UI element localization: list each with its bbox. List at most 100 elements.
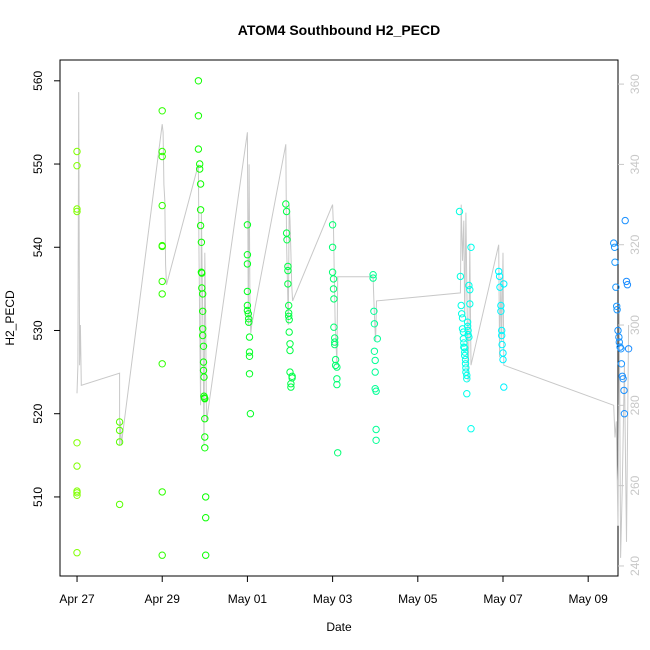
- data-point: [466, 300, 474, 308]
- data-point: [243, 306, 252, 315]
- data-point: [621, 216, 629, 225]
- data-point: [612, 283, 620, 291]
- data-point: [201, 395, 209, 403]
- data-point: [463, 318, 472, 326]
- data-point: [196, 160, 204, 168]
- y2-tick-label: 360: [628, 74, 642, 94]
- data-point: [370, 347, 379, 355]
- data-point: [158, 147, 166, 156]
- y-tick-label: 520: [31, 403, 45, 423]
- data-point: [194, 77, 203, 85]
- data-point: [467, 425, 475, 433]
- data-point: [202, 493, 210, 501]
- data-point: [196, 221, 205, 230]
- data-point: [244, 310, 253, 318]
- data-point: [245, 333, 254, 341]
- data-point: [331, 355, 340, 364]
- data-point: [73, 207, 81, 216]
- data-point: [465, 333, 473, 341]
- data-point: [457, 301, 465, 310]
- y2-tick-label: 260: [628, 475, 642, 495]
- data-point: [328, 221, 337, 229]
- data-point: [201, 444, 209, 452]
- data-point: [73, 549, 81, 557]
- data-point: [194, 145, 203, 153]
- data-point: [284, 262, 292, 271]
- x-tick-label: Apr 29: [145, 592, 181, 606]
- data-point: [73, 491, 81, 499]
- data-point: [461, 344, 469, 352]
- data-point: [460, 343, 468, 351]
- data-point: [201, 433, 209, 441]
- data-point: [369, 271, 377, 279]
- y2-tick-label: 280: [628, 395, 642, 415]
- data-point: [617, 360, 626, 368]
- y-tick-label: 550: [31, 154, 45, 174]
- y-tick-label: 560: [31, 70, 45, 90]
- y2-tick-label: 340: [628, 154, 642, 174]
- y2-tick-label: 240: [628, 556, 642, 576]
- data-point: [466, 286, 474, 294]
- data-point: [456, 272, 465, 281]
- data-point: [623, 281, 632, 289]
- data-point: [372, 425, 380, 434]
- data-point: [458, 314, 467, 322]
- secondary-trace-line: [76, 92, 630, 558]
- data-point: [372, 387, 380, 395]
- data-point: [245, 318, 253, 326]
- data-point: [245, 352, 254, 360]
- data-point: [334, 449, 342, 457]
- data-point: [333, 375, 341, 383]
- data-point: [196, 206, 205, 214]
- data-point: [201, 415, 209, 423]
- data-point: [331, 338, 339, 346]
- x-axis: Apr 27 Apr 29 May 01 May 03 May 05 May 07 May …: [59, 575, 608, 606]
- data-point: [495, 272, 504, 281]
- y-axis-right: 240 260 280 300 320 340 360: [618, 74, 642, 576]
- data-point: [115, 500, 124, 509]
- data-point: [158, 360, 166, 368]
- x-tick-label: May 01: [228, 592, 268, 606]
- y-axis-left: 510 520 530 540 550 560: [31, 70, 60, 507]
- data-point: [198, 269, 206, 277]
- data-point: [622, 277, 631, 286]
- data-point: [73, 462, 81, 470]
- data-point: [282, 207, 291, 216]
- data-point: [199, 290, 207, 298]
- x-tick-label: May 03: [313, 592, 353, 606]
- data-point: [245, 315, 253, 323]
- data-point: [467, 243, 475, 252]
- data-point: [283, 236, 291, 244]
- data-point: [288, 374, 296, 382]
- data-point: [158, 107, 166, 115]
- data-point: [243, 287, 252, 296]
- data-point: [463, 371, 471, 380]
- data-point: [610, 243, 619, 252]
- data-point: [497, 307, 505, 315]
- data-point: [200, 373, 208, 381]
- data-point: [330, 323, 338, 331]
- data-point: [331, 340, 339, 349]
- y-tick-label: 540: [31, 237, 45, 257]
- data-point: [462, 364, 470, 372]
- data-point: [287, 383, 295, 391]
- data-point: [500, 383, 508, 391]
- data-point: [460, 339, 468, 347]
- data-point: [245, 348, 254, 356]
- data-point: [243, 260, 252, 268]
- data-point: [370, 320, 379, 328]
- data-point: [158, 488, 166, 496]
- data-point: [613, 302, 621, 310]
- data-point: [115, 438, 124, 446]
- data-point: [620, 410, 629, 418]
- data-point: [328, 243, 337, 252]
- data-point: [73, 162, 81, 170]
- data-point: [285, 312, 293, 320]
- y-axis-label: H2_PECD: [3, 290, 17, 346]
- data-point: [619, 375, 627, 383]
- data-point: [371, 368, 379, 376]
- data-point: [199, 331, 207, 340]
- data-point: [282, 200, 290, 208]
- data-point: [497, 301, 505, 310]
- data-point: [615, 333, 623, 341]
